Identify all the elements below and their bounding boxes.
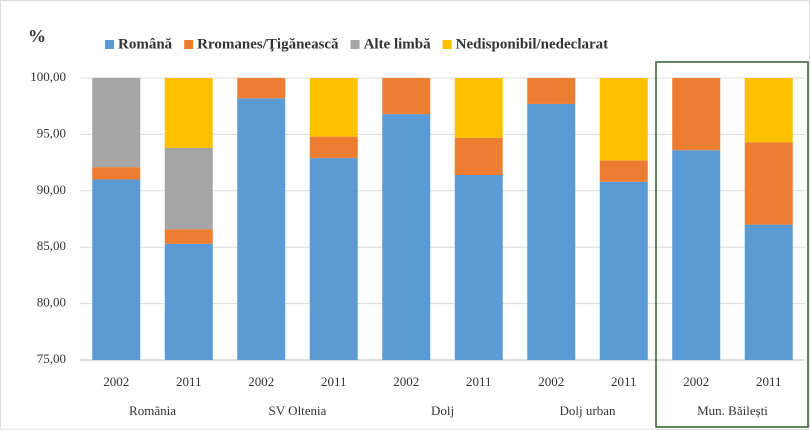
bar-segment xyxy=(454,137,503,176)
bar-segment xyxy=(92,179,141,360)
group-label: Mun. Băilești xyxy=(697,403,768,418)
x-tick-label: 2011 xyxy=(756,374,782,389)
x-tick-label: 2002 xyxy=(103,374,129,389)
bar-segment xyxy=(382,114,431,360)
bar-segment xyxy=(92,78,141,168)
bar-segment xyxy=(744,78,793,143)
highlight-box xyxy=(655,61,809,428)
bar-segment xyxy=(382,78,431,115)
y-tick-label: 100,00 xyxy=(30,69,66,84)
group-label: Dolj urban xyxy=(560,403,616,418)
y-tick-label: 90,00 xyxy=(37,182,66,197)
legend-label: Română xyxy=(118,36,173,52)
x-tick-label: 2002 xyxy=(538,374,564,389)
bar-segment xyxy=(672,150,721,360)
bar-segment xyxy=(164,243,213,360)
bar-segment xyxy=(309,136,358,159)
bar-segment xyxy=(309,158,358,360)
x-tick-label: 2002 xyxy=(393,374,419,389)
legend-swatch xyxy=(184,40,194,49)
bar-segment xyxy=(599,160,648,182)
x-tick-label: 2011 xyxy=(611,374,637,389)
group-label: Dolj xyxy=(431,403,454,418)
group-label: România xyxy=(129,403,176,418)
bar-segment xyxy=(309,78,358,137)
bar-segment xyxy=(164,147,213,230)
bar-segment xyxy=(527,78,576,104)
x-tick-label: 2002 xyxy=(683,374,709,389)
bar-segment xyxy=(599,181,648,360)
bar-segment xyxy=(744,224,793,360)
x-tick-label: 2011 xyxy=(321,374,347,389)
bar-segment xyxy=(527,103,576,360)
legend-label: Rromanes/Ţigănească xyxy=(197,36,339,52)
legend-swatch xyxy=(442,40,452,49)
bar-segment xyxy=(454,175,503,360)
y-tick-label: 95,00 xyxy=(37,125,66,140)
bar-segment xyxy=(92,167,141,180)
x-tick-label: 2011 xyxy=(466,374,492,389)
bar-segment xyxy=(672,78,721,151)
y-tick-label: 85,00 xyxy=(37,238,66,253)
bar-segment xyxy=(164,78,213,148)
x-tick-label: 2002 xyxy=(248,374,274,389)
bar-segment xyxy=(744,142,793,225)
bar-segment xyxy=(454,78,503,138)
legend-label: Alte limbă xyxy=(364,36,432,52)
chart-title: % xyxy=(28,26,46,46)
x-tick-label: 2011 xyxy=(176,374,202,389)
legend-swatch xyxy=(350,40,360,49)
bar-segment xyxy=(164,229,213,244)
bar-segment xyxy=(237,78,286,99)
legend-label: Nedisponibil/nedeclarat xyxy=(456,36,609,52)
bar-segment xyxy=(599,78,648,161)
legend-swatch xyxy=(105,40,114,49)
group-label: SV Oltenia xyxy=(269,403,327,418)
y-tick-label: 80,00 xyxy=(37,295,66,310)
legend: Română Rromanes/Ţigănească Alte limbă Nedis… xyxy=(105,36,608,52)
bar-segment xyxy=(237,98,286,360)
y-tick-label: 75,00 xyxy=(37,351,66,366)
